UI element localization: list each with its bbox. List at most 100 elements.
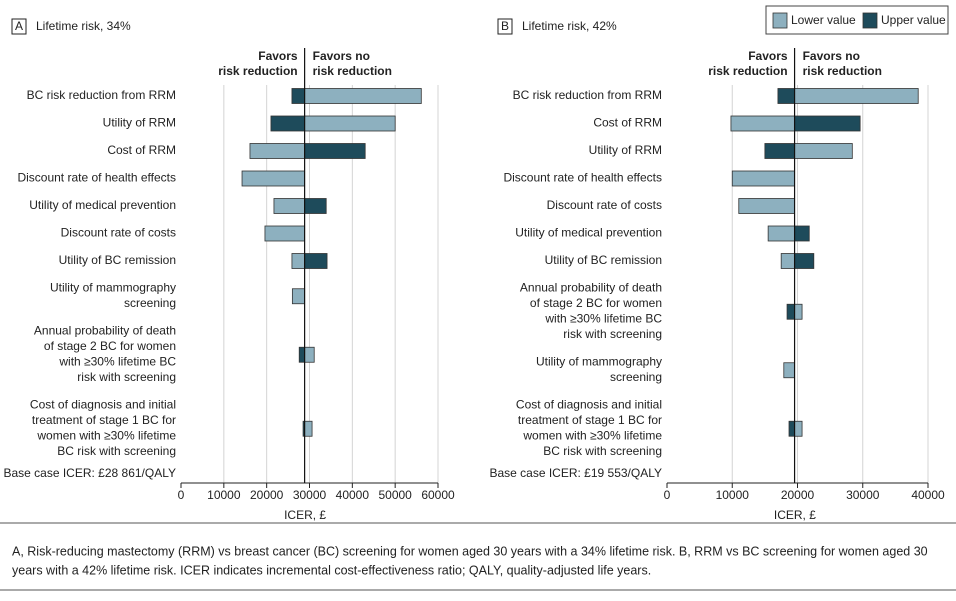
bar bbox=[304, 198, 327, 214]
legend-label: Upper value bbox=[881, 13, 946, 27]
panel-badge bbox=[497, 18, 513, 35]
bar bbox=[273, 198, 306, 214]
bar bbox=[794, 143, 853, 159]
category-label: treatment of stage 1 BC for bbox=[518, 413, 662, 427]
category-label: screening bbox=[124, 296, 176, 310]
category-label: Discount rate of health effects bbox=[503, 171, 662, 185]
category-label: Utility of medical prevention bbox=[29, 198, 176, 212]
caption: A, Risk-reducing mastectomy (RRM) vs bre… bbox=[12, 544, 928, 558]
bar bbox=[304, 115, 396, 132]
x-tick-label: 0 bbox=[178, 488, 185, 502]
bar bbox=[764, 143, 795, 159]
bar bbox=[786, 303, 795, 320]
panel-letter: A bbox=[15, 19, 23, 33]
category-label: Cost of diagnosis and initial bbox=[30, 398, 176, 412]
bar bbox=[304, 420, 313, 437]
x-tick-label: 40000 bbox=[911, 488, 945, 502]
base-case-label: Base case ICER: £28 861/QALY bbox=[3, 466, 176, 480]
category-label: Utility of mammography bbox=[536, 355, 662, 369]
bar bbox=[298, 346, 306, 363]
bar bbox=[304, 88, 422, 104]
x-tick-label: 10000 bbox=[716, 488, 750, 502]
right-header: Favors no bbox=[313, 49, 370, 63]
category-label: BC risk with screening bbox=[543, 444, 662, 458]
caption: years with a 42% lifetime risk. ICER ind… bbox=[12, 563, 651, 577]
left-header: risk reduction bbox=[218, 64, 297, 78]
category-label: women with ≥30% lifetime bbox=[522, 429, 662, 443]
category-label: Utility of BC remission bbox=[59, 253, 176, 267]
left-header: risk reduction bbox=[708, 64, 787, 78]
right-header: Favors no bbox=[803, 49, 860, 63]
legend-label: Lower value bbox=[791, 13, 856, 27]
category-label: Discount rate of costs bbox=[547, 198, 662, 212]
bar bbox=[794, 253, 815, 269]
bar bbox=[304, 346, 315, 363]
bar bbox=[794, 303, 803, 320]
category-label: Cost of RRM bbox=[593, 116, 662, 130]
category-label: screening bbox=[610, 370, 662, 384]
category-label: BC risk with screening bbox=[57, 444, 176, 458]
x-tick-label: 50000 bbox=[378, 488, 412, 502]
category-label: Discount rate of health effects bbox=[17, 171, 176, 185]
bar bbox=[780, 253, 795, 269]
x-tick-label: 40000 bbox=[336, 488, 370, 502]
category-label: Annual probability of death bbox=[520, 281, 662, 295]
panel-title: Lifetime risk, 42% bbox=[522, 19, 617, 33]
bar bbox=[788, 420, 795, 437]
x-tick-label: 20000 bbox=[250, 488, 284, 502]
x-tick-label: 0 bbox=[664, 488, 671, 502]
bar bbox=[794, 115, 861, 132]
bar bbox=[794, 88, 919, 104]
bar bbox=[304, 143, 366, 159]
bar bbox=[777, 88, 795, 104]
panel-title: Lifetime risk, 34% bbox=[36, 19, 131, 33]
right-header: risk reduction bbox=[803, 64, 882, 78]
category-label: Cost of diagnosis and initial bbox=[516, 398, 662, 412]
bar bbox=[249, 143, 306, 159]
bar bbox=[794, 420, 803, 437]
bar bbox=[794, 225, 810, 242]
panel-badge bbox=[11, 18, 27, 35]
x-tick-label: 10000 bbox=[207, 488, 241, 502]
category-label: Discount rate of costs bbox=[61, 226, 176, 240]
category-label: BC risk reduction from RRM bbox=[513, 88, 662, 102]
legend-swatch bbox=[862, 12, 878, 29]
category-label: with ≥30% lifetime BC bbox=[58, 355, 176, 369]
base-case-label: Base case ICER: £19 553/QALY bbox=[489, 466, 662, 480]
bar bbox=[767, 225, 795, 242]
bar bbox=[241, 170, 306, 187]
bar bbox=[730, 115, 795, 132]
category-label: treatment of stage 1 BC for bbox=[32, 413, 176, 427]
bar bbox=[731, 170, 795, 187]
x-tick-label: 30000 bbox=[293, 488, 327, 502]
panel-letter: B bbox=[501, 19, 509, 33]
left-header: Favors bbox=[748, 49, 788, 63]
category-label: Cost of RRM bbox=[107, 143, 176, 157]
category-label: risk with screening bbox=[77, 370, 176, 384]
category-label: with ≥30% lifetime BC bbox=[544, 312, 662, 326]
category-label: of stage 2 BC for women bbox=[530, 296, 662, 310]
x-axis-label: ICER, £ bbox=[284, 508, 326, 522]
right-header: risk reduction bbox=[313, 64, 392, 78]
bar bbox=[738, 198, 795, 214]
category-label: Utility of mammography bbox=[50, 281, 176, 295]
bar bbox=[291, 88, 306, 104]
x-axis-label: ICER, £ bbox=[774, 508, 816, 522]
category-label: Utility of RRM bbox=[103, 116, 176, 130]
bar bbox=[291, 253, 306, 269]
category-label: risk with screening bbox=[563, 327, 662, 341]
category-label: of stage 2 BC for women bbox=[44, 339, 176, 353]
legend-box bbox=[765, 5, 949, 35]
legend-swatch bbox=[772, 12, 788, 29]
bar bbox=[783, 362, 795, 379]
category-label: Annual probability of death bbox=[34, 324, 176, 338]
x-tick-label: 60000 bbox=[421, 488, 455, 502]
category-label: Utility of medical prevention bbox=[515, 226, 662, 240]
x-tick-label: 20000 bbox=[781, 488, 815, 502]
left-header: Favors bbox=[258, 49, 298, 63]
bar bbox=[291, 288, 306, 305]
bar bbox=[264, 225, 306, 242]
category-label: BC risk reduction from RRM bbox=[27, 88, 176, 102]
bar bbox=[270, 115, 306, 132]
